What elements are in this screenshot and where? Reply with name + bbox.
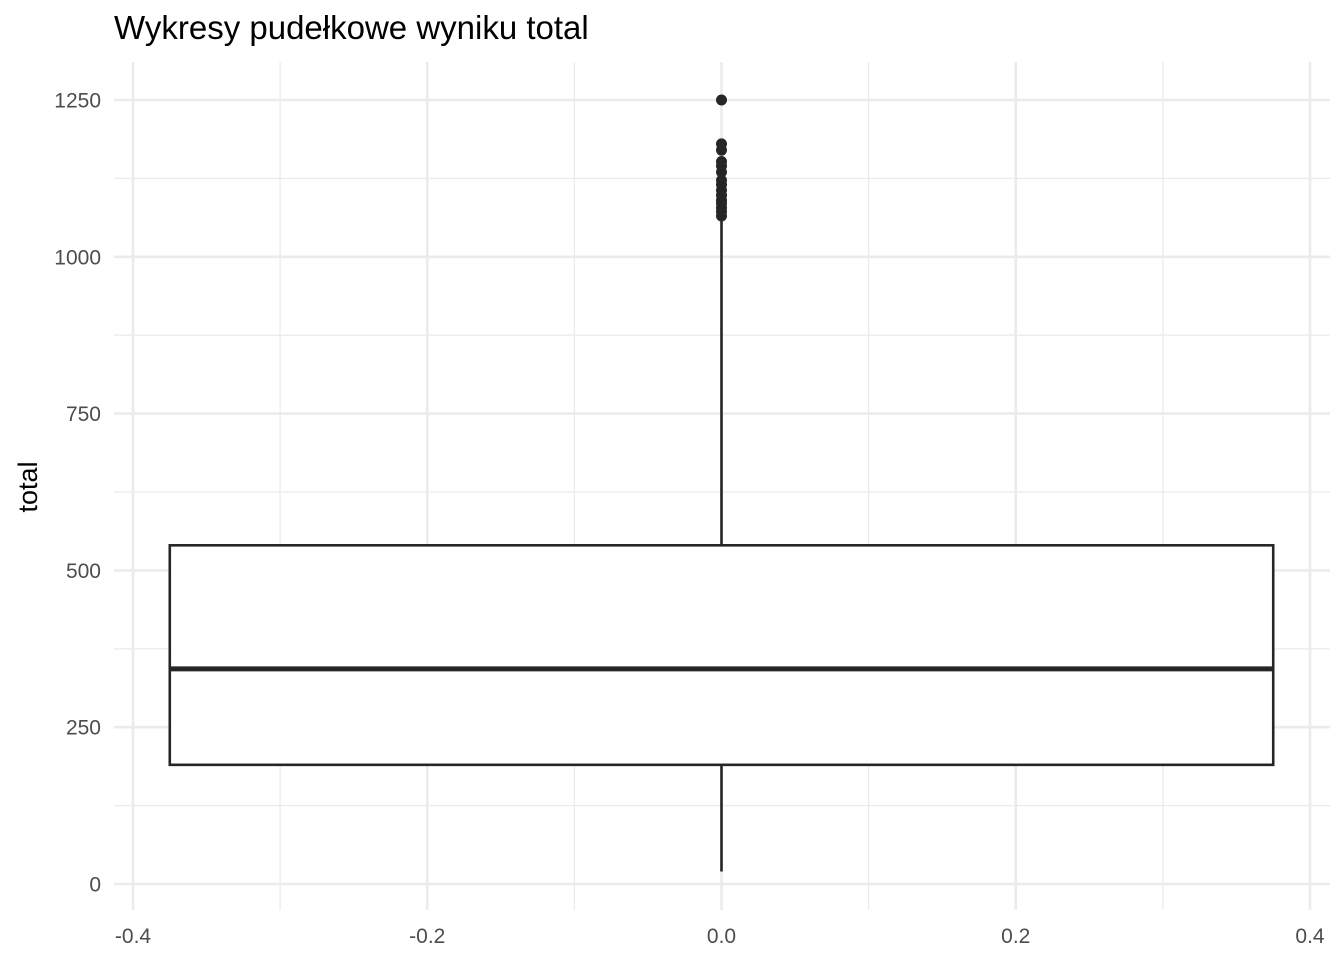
box-plot xyxy=(168,94,1275,872)
y-tick-label: 250 xyxy=(66,717,101,740)
outlier-point xyxy=(716,174,727,186)
outlier-point xyxy=(716,155,727,167)
y-tick-label: 750 xyxy=(66,403,101,426)
x-tick-label: -0.2 xyxy=(409,925,445,948)
y-axis-label: total xyxy=(13,461,43,512)
x-tick-label: 0.2 xyxy=(1001,925,1030,948)
x-tick-label: 0.4 xyxy=(1295,925,1325,948)
x-tick-label: 0.0 xyxy=(707,925,736,948)
y-tick-label: 1250 xyxy=(54,90,101,113)
y-tick-label: 500 xyxy=(66,560,101,583)
y-tick-label: 1000 xyxy=(54,246,101,269)
outlier-point xyxy=(716,138,727,150)
x-tick-label: -0.4 xyxy=(115,925,152,948)
axis-ticks: 0 250 500 750 1000 1250 -0.4 -0.2 0.0 0.2 0.4 xyxy=(54,90,1325,949)
y-tick-label: 0 xyxy=(89,874,101,897)
chart-title: Wykresy pudełkowe wyniku total xyxy=(114,9,589,46)
iqr-box xyxy=(168,544,1275,767)
outlier-point xyxy=(716,94,727,106)
